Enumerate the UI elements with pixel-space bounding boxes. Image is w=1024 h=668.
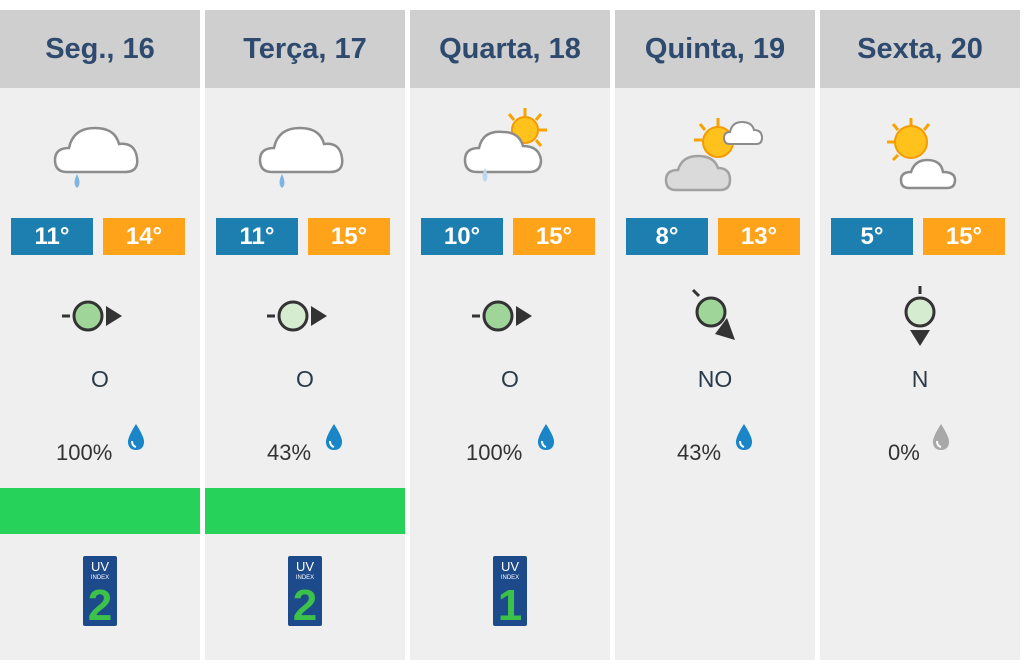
uv-value: 2 [88, 581, 112, 626]
max-temperature: 14° [103, 218, 185, 255]
rain-probability-value: 43% [677, 440, 722, 465]
rain-probability: 43% [205, 422, 405, 465]
wind-northwest-icon [691, 288, 735, 340]
wind-direction: O [501, 366, 519, 392]
rain-probability: 100% [410, 422, 610, 465]
uv-index-label: INDEX [91, 575, 109, 581]
partly-cloudy-drizzle-icon [463, 108, 547, 182]
day-header: Quinta, 19 [615, 10, 815, 88]
uv-value: 1 [498, 581, 522, 626]
day-header: Seg., 16 [0, 10, 200, 88]
uv-index-badge: UV INDEX 1 [493, 556, 527, 626]
raindrop-icon [325, 424, 343, 450]
wind-west-icon [267, 300, 327, 332]
wind-direction: N [911, 366, 929, 392]
max-temperature: 13° [718, 218, 800, 255]
wind-direction: NO [697, 366, 733, 392]
uv-value: 2 [293, 581, 317, 626]
day-column-quarta[interactable]: Quarta, 18 10° 15° O 100% [410, 10, 610, 660]
day-column-terca[interactable]: Terça, 17 11° 15° O 43% UV INDEX 2 [205, 10, 405, 660]
day-column-seg[interactable]: Seg., 16 11° 14° O 100% UV INDEX 2 [0, 10, 200, 660]
min-temperature: 11° [11, 218, 93, 255]
uv-index-badge: UV INDEX 2 [288, 556, 322, 626]
wind-direction: O [296, 366, 314, 392]
day-column-sexta[interactable]: Sexta, 20 5° 15° N 0% [820, 10, 1020, 660]
rain-probability: 0% [820, 422, 1020, 465]
day-header: Sexta, 20 [820, 10, 1020, 88]
day-header: Quarta, 18 [410, 10, 610, 88]
rain-probability: 43% [615, 422, 815, 465]
uv-label: UV [501, 559, 519, 574]
rain-probability: 100% [0, 422, 200, 465]
max-temperature: 15° [308, 218, 390, 255]
rain-probability-value: 100% [466, 440, 523, 465]
rain-probability-value: 100% [56, 440, 113, 465]
min-temperature: 10° [421, 218, 503, 255]
cloud-drizzle-icon [53, 126, 139, 188]
max-temperature: 15° [923, 218, 1005, 255]
sun-clouds-icon [664, 118, 764, 192]
day-header: Terça, 17 [205, 10, 405, 88]
uv-label: UV [91, 559, 109, 574]
pollen-bar [205, 488, 405, 534]
uv-index-label: INDEX [296, 575, 314, 581]
uv-index-label: INDEX [501, 575, 519, 581]
day-column-quinta[interactable]: Quinta, 19 8° 13° NO 43% [615, 10, 815, 660]
partly-sunny-icon [887, 118, 957, 190]
wind-west-icon [472, 300, 532, 332]
raindrop-icon [735, 424, 753, 450]
max-temperature: 15° [513, 218, 595, 255]
uv-label: UV [296, 559, 314, 574]
raindrop-icon [537, 424, 555, 450]
min-temperature: 8° [626, 218, 708, 255]
min-temperature: 5° [831, 218, 913, 255]
rain-probability-value: 43% [267, 440, 312, 465]
cloud-drizzle-icon [258, 126, 344, 188]
raindrop-icon [127, 424, 145, 450]
wind-direction: O [91, 366, 109, 392]
raindrop-icon [932, 424, 950, 450]
wind-west-icon [62, 300, 122, 332]
min-temperature: 11° [216, 218, 298, 255]
rain-probability-value: 0% [888, 440, 920, 465]
uv-index-badge: UV INDEX 2 [83, 556, 117, 626]
pollen-bar [0, 488, 200, 534]
wind-north-icon [904, 286, 936, 346]
